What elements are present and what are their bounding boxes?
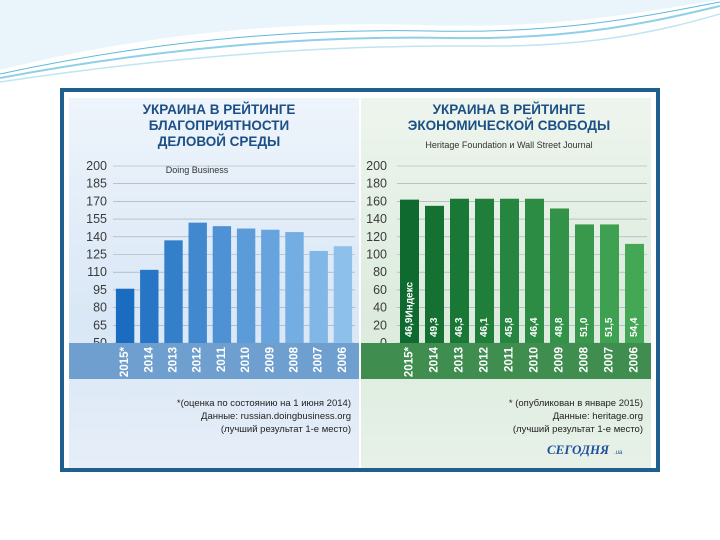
x-tick-label: 2007 [313, 347, 325, 373]
y-tick-label: 80 [93, 301, 107, 315]
x-axis-band [361, 343, 651, 379]
bar-value-label: 48,8 [554, 317, 565, 337]
x-tick-label: 2009 [554, 347, 566, 373]
bar [500, 198, 519, 343]
doing-business-chart: УКРАИНА В РЕЙТИНГЕБЛАГОПРИЯТНОСТИДЕЛОВОЙ… [69, 102, 359, 435]
segodnya-logo: СЕГОДНЯ [547, 442, 610, 457]
bar-value-label: 46,3 [454, 317, 465, 337]
footnote-line: Данные: heritage.org [553, 411, 643, 422]
y-tick-label: 60 [373, 283, 387, 297]
bar [600, 224, 619, 343]
x-tick-label: 2011 [504, 346, 516, 372]
x-tick-label: 2006 [629, 347, 641, 373]
y-tick-label: 140 [86, 230, 107, 244]
y-tick-label: 20 [373, 318, 387, 332]
doing-business-chart-panel: УКРАИНА В РЕЙТИНГЕ БЛАГОПРИЯТНОСТИ ДЕЛОВОЙ… [69, 98, 359, 468]
y-tick-label: 200 [366, 159, 387, 173]
y-tick-label: 125 [86, 248, 107, 262]
bar [450, 198, 469, 343]
x-tick-label: 2010 [529, 347, 541, 373]
footnote-line: * (опубликован в январе 2015) [509, 398, 643, 409]
bar [140, 269, 159, 343]
x-tick-label: 2013 [168, 347, 180, 373]
x-tick-label: 2012 [479, 347, 491, 373]
y-tick-label: 155 [86, 212, 107, 226]
bar [188, 222, 207, 343]
x-tick-label: 2008 [579, 346, 591, 372]
x-tick-label: 2014 [143, 346, 155, 372]
bar [425, 205, 444, 343]
x-tick-label: 2013 [454, 347, 466, 373]
x-tick-label: 2009 [264, 347, 276, 373]
chart-title-line: ЭКОНОМИЧЕСКОЙ СВОБОДЫ [408, 118, 611, 133]
bar [164, 240, 183, 343]
bar-value-label: 51,0 [579, 317, 590, 337]
bar-value-label: 45,8 [504, 317, 515, 337]
chart-title-line: УКРАИНА В РЕЙТИНГЕ [433, 102, 586, 117]
y-tick-label: 95 [93, 283, 107, 297]
bar [400, 199, 419, 343]
y-tick-label: 65 [93, 318, 107, 332]
bar [212, 226, 232, 343]
bar [309, 250, 328, 343]
economic-freedom-chart-panel: УКРАИНА В РЕЙТИНГЕ ЭКОНОМИЧЕСКОЙ СВОБОДЫ H… [361, 98, 651, 468]
x-tick-label: 2015* [404, 346, 416, 377]
footnote-line: *(оценка по состоянию на 1 июня 2014) [177, 398, 351, 409]
y-tick-label: 110 [87, 265, 107, 279]
y-tick-label: 140 [366, 212, 387, 226]
bar [550, 208, 569, 343]
y-tick-label: 180 [366, 177, 387, 191]
footnote-line: Данные: russian.doingbusiness.org [201, 411, 351, 422]
bar [475, 198, 494, 343]
x-tick-label: 2010 [240, 347, 252, 373]
chart-title-line: УКРАИНА В РЕЙТИНГЕ [143, 102, 296, 117]
bar [285, 232, 304, 343]
infographic-frame: УКРАИНА В РЕЙТИНГЕ БЛАГОПРИЯТНОСТИ ДЕЛОВОЙ… [60, 88, 660, 472]
footnote-line: (лучший результат 1-е место) [513, 424, 643, 435]
chart-subtitle: Doing Business [166, 165, 229, 175]
x-tick-label: 2006 [337, 347, 349, 373]
y-tick-label: 80 [373, 265, 387, 279]
y-tick-label: 40 [373, 301, 387, 315]
bar [115, 288, 135, 343]
bar [333, 246, 353, 343]
x-tick-label: 2011 [216, 346, 228, 372]
bar-value-label: 46,9Индекс [404, 282, 415, 337]
bar [261, 229, 280, 343]
x-tick-label: 2015* [119, 346, 131, 377]
y-tick-label: 100 [366, 248, 387, 262]
x-axis-band [69, 343, 359, 379]
x-tick-label: 2008 [289, 346, 301, 372]
chart-subtitle: Heritage Foundation и Wall Street Journa… [425, 140, 592, 150]
decorative-wave-header [0, 0, 720, 83]
x-tick-label: 2014 [429, 346, 441, 372]
bar-value-label-suffix: Индекс [404, 282, 415, 318]
bar-value-label: 51,5 [604, 317, 615, 337]
bar [575, 224, 594, 343]
chart-title-line: БЛАГОПРИЯТНОСТИ [149, 118, 290, 133]
y-tick-label: 200 [86, 159, 107, 173]
bar [236, 228, 256, 343]
footnote-line: (лучший результат 1-е место) [221, 424, 351, 435]
y-tick-label: 185 [86, 177, 107, 191]
bar-value-label: 46,1 [479, 317, 490, 337]
y-tick-label: 120 [366, 230, 387, 244]
bar-value-label: 54,4 [629, 317, 640, 337]
x-tick-label: 2012 [192, 347, 204, 373]
bar [625, 243, 644, 343]
bar-value-label: 49,3 [429, 317, 440, 337]
bar [525, 198, 544, 343]
chart-title-line: ДЕЛОВОЙ СРЕДЫ [158, 134, 281, 149]
segodnya-logo-suffix: .ua [614, 450, 623, 456]
x-tick-label: 2007 [604, 347, 616, 373]
bar-value-label: 46,4 [529, 317, 540, 337]
y-tick-label: 160 [366, 194, 387, 208]
y-tick-label: 170 [86, 194, 107, 208]
